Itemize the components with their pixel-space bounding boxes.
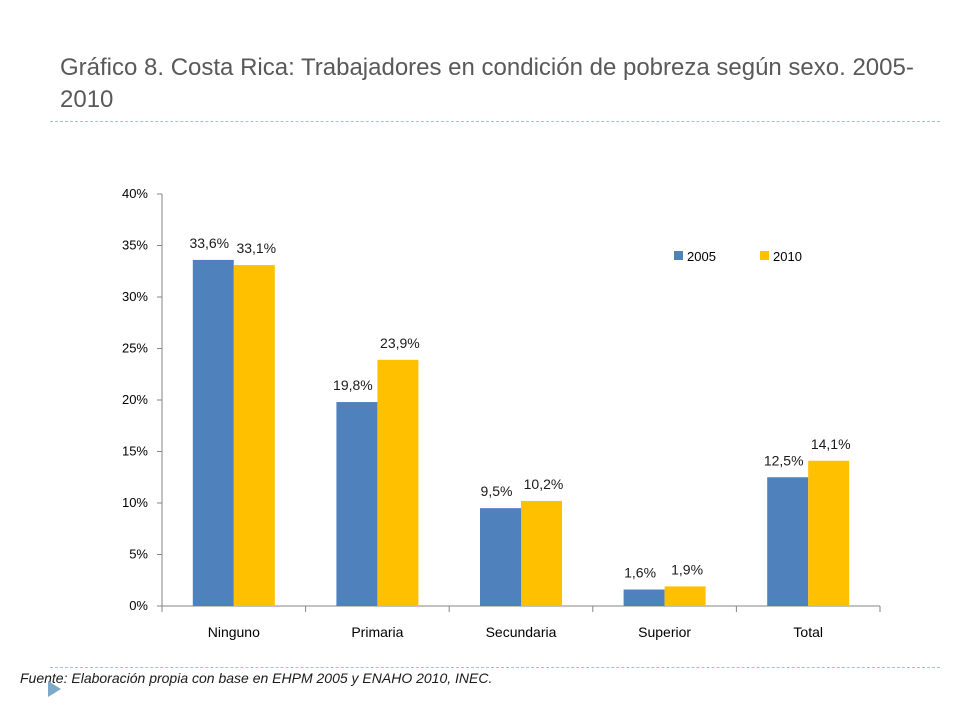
y-tick-label: 5% [129, 547, 148, 562]
bar-2010-primaria [377, 359, 419, 606]
x-tick-label: Superior [638, 624, 691, 640]
y-tick-label: 25% [122, 341, 148, 356]
bar-2010-secundaria [521, 500, 562, 606]
data-label: 12,5% [764, 452, 804, 468]
slide-title: Gráfico 8. Costa Rica: Trabajadores en c… [60, 54, 914, 113]
legend-swatch-2010 [760, 251, 769, 260]
y-tick-label: 30% [122, 289, 148, 304]
x-axis: Ninguno Primaria Secundaria Superior Total [161, 605, 881, 640]
data-label: 10,2% [524, 476, 564, 492]
y-tick-label: 40% [122, 186, 148, 201]
bar-series-group [192, 259, 850, 606]
source-divider [50, 667, 940, 668]
y-axis: 0% 5% 10% 15% 20% 25% 30% 35% 40% [122, 186, 163, 613]
bar-2005-primaria [336, 402, 378, 606]
bar-2005-total [767, 477, 809, 606]
y-tick-label: 20% [122, 392, 148, 407]
data-label: 9,5% [481, 483, 513, 499]
y-tick-label: 10% [122, 495, 148, 510]
data-label: 19,8% [333, 377, 373, 393]
y-tick-label: 15% [122, 444, 148, 459]
bar-2005-superior [623, 589, 665, 606]
legend-swatch-2005 [674, 251, 683, 260]
x-tick-label: Total [793, 624, 823, 640]
bar-2005-ninguno [192, 259, 234, 606]
triangle-bullet-icon [48, 681, 61, 697]
data-label: 33,1% [236, 240, 276, 256]
data-label: 14,1% [811, 436, 851, 452]
data-label: 1,9% [671, 561, 703, 577]
chart-legend: 2005 2010 [674, 249, 802, 264]
title-divider [50, 121, 940, 122]
legend-label-2010: 2010 [773, 249, 802, 264]
bar-2005-secundaria [480, 508, 521, 606]
legend-label-2005: 2005 [687, 249, 716, 264]
x-tick-label: Primaria [351, 624, 403, 640]
bar-2010-ninguno [233, 265, 275, 606]
y-tick-label: 35% [122, 238, 148, 253]
y-tick-label: 0% [129, 598, 148, 613]
bar-2010-superior [664, 586, 706, 606]
data-label: 1,6% [624, 565, 656, 581]
x-tick-label: Ninguno [208, 624, 260, 640]
source-note: Fuente: Elaboración propia con base en E… [20, 670, 493, 686]
data-label: 33,6% [189, 235, 229, 251]
data-labels-group: 33,6% 19,8% 9,5% 1,6% 12,5% 33,1% 23,9% 10,2% 1,… [189, 235, 850, 581]
x-tick-label: Secundaria [486, 624, 557, 640]
data-label: 23,9% [380, 335, 420, 351]
bar-2010-total [808, 460, 850, 606]
